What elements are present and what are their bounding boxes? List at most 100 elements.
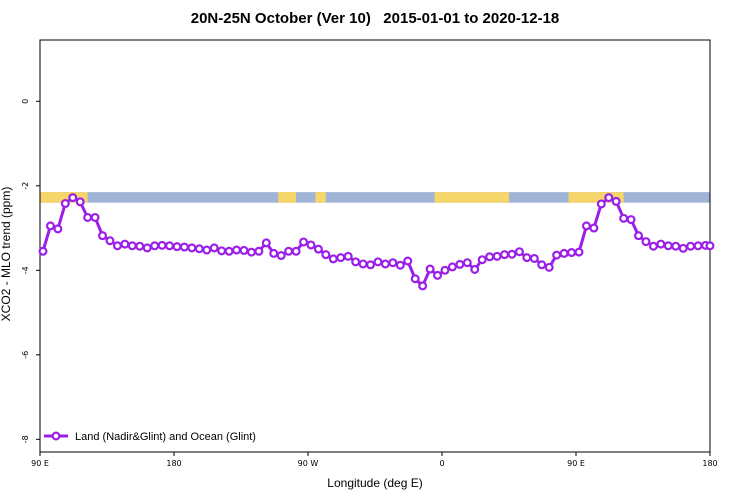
data-point	[179, 242, 189, 252]
data-point	[291, 246, 301, 256]
data-point	[507, 249, 517, 259]
data-point	[604, 193, 614, 203]
legend-marker	[51, 431, 61, 441]
data-point	[693, 241, 703, 251]
data-point	[433, 270, 443, 280]
data-point	[596, 199, 606, 209]
data-point	[500, 250, 510, 260]
land-segment	[40, 192, 88, 203]
data-point	[403, 256, 413, 266]
data-point	[705, 241, 715, 251]
x-tick-label: 0	[439, 459, 444, 468]
data-point	[366, 260, 376, 270]
x-tick-label: 90 W	[298, 459, 319, 468]
data-point	[45, 221, 55, 231]
data-point	[492, 251, 502, 261]
data-point	[299, 237, 309, 247]
data-point	[261, 238, 271, 248]
land-segment	[278, 192, 297, 203]
data-point	[485, 252, 495, 262]
x-tick-label: 90 E	[567, 459, 585, 468]
data-point	[217, 246, 227, 256]
data-point	[120, 239, 130, 249]
data-point	[663, 241, 673, 251]
data-point	[135, 241, 145, 251]
data-point	[157, 240, 167, 250]
data-point	[194, 244, 204, 254]
y-tick-label: 0	[21, 99, 30, 104]
data-point	[373, 257, 383, 267]
data-point	[202, 245, 212, 255]
data-point	[395, 260, 405, 270]
data-point	[336, 253, 346, 263]
data-point	[105, 236, 115, 246]
data-point	[634, 231, 644, 241]
data-point	[626, 215, 636, 225]
data-point	[239, 245, 249, 255]
land-ocean-strip	[40, 192, 710, 203]
data-point	[648, 241, 658, 251]
data-point	[470, 264, 480, 274]
data-point	[380, 259, 390, 269]
data-point	[678, 243, 688, 253]
data-point	[246, 247, 256, 257]
land-segment	[568, 192, 624, 203]
data-point	[232, 245, 242, 255]
data-point	[284, 246, 294, 256]
x-axis-label: Longitude (deg E)	[327, 476, 423, 490]
ocean-band	[40, 192, 710, 203]
data-point	[321, 250, 331, 260]
data-point	[567, 248, 577, 258]
data-point	[425, 264, 435, 274]
data-point	[641, 237, 651, 247]
data-point	[514, 247, 524, 257]
land-segment	[315, 192, 326, 203]
data-point	[38, 246, 48, 256]
chart-title: 20N-25N October (Ver 10) 2015-01-01 to 2…	[190, 10, 560, 27]
data-point	[98, 231, 108, 241]
data-point	[60, 199, 70, 209]
data-point	[351, 257, 361, 267]
data-point	[90, 212, 100, 222]
data-point	[619, 213, 629, 223]
data-point	[254, 246, 264, 256]
data-point	[418, 281, 428, 291]
axes: 90 E 180 90 W 0 90 E 180 0 -2 -4 -6 -8	[21, 39, 718, 468]
x-tick-label: 90 E	[31, 459, 49, 468]
data-point	[83, 212, 93, 222]
data-point	[306, 240, 316, 250]
data-point	[611, 196, 621, 206]
data-point	[142, 243, 152, 253]
data-point	[53, 224, 63, 234]
data-point	[462, 258, 472, 268]
data-point	[529, 253, 539, 263]
data-point	[686, 241, 696, 251]
data-point	[477, 255, 487, 265]
land-segment	[434, 192, 509, 203]
x-tick-label: 180	[166, 459, 181, 468]
y-tick-label: -8	[21, 435, 30, 443]
data-point	[388, 258, 398, 268]
data-point	[269, 248, 279, 258]
data-point	[75, 197, 85, 207]
data-point	[656, 239, 666, 249]
data-point	[671, 241, 681, 251]
y-tick-label: -4	[21, 266, 30, 274]
data-point	[522, 253, 532, 263]
data-point	[455, 259, 465, 269]
data-point	[544, 262, 554, 272]
data-point	[440, 265, 450, 275]
data-point	[209, 243, 219, 253]
legend-label: Land (Nadir&Glint) and Ocean (Glint)	[75, 431, 256, 443]
data-point	[127, 241, 137, 251]
y-tick-label: -2	[21, 182, 30, 190]
data-point	[358, 259, 368, 269]
data-point	[328, 254, 338, 264]
data-point	[112, 241, 122, 251]
data-point	[559, 248, 569, 258]
data-point	[172, 242, 182, 252]
data-point	[447, 262, 457, 272]
data-point	[150, 241, 160, 251]
data-point	[187, 243, 197, 253]
